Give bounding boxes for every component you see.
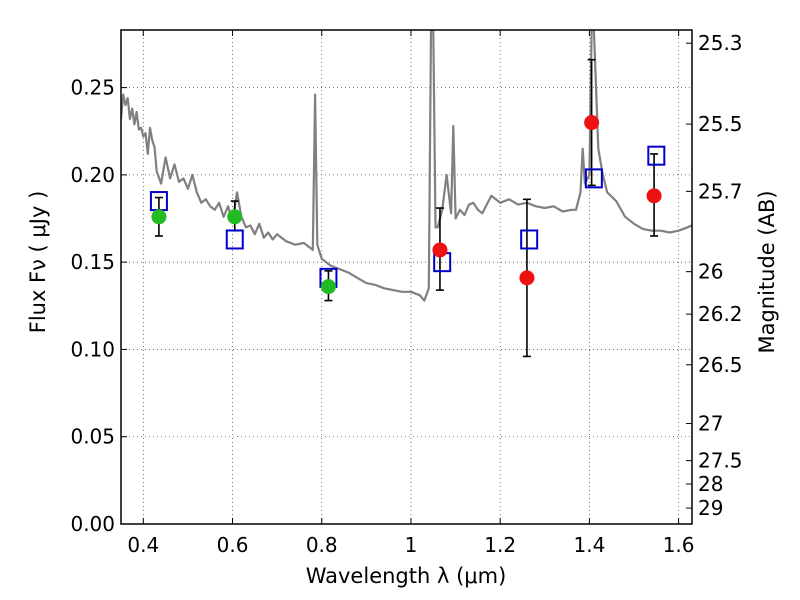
- x-tick-label: 0.8: [306, 533, 338, 557]
- y-tick-label: 0.10: [70, 337, 115, 361]
- y2-tick-label: 27: [698, 412, 723, 436]
- y2-tick-label: 25.3: [698, 31, 743, 55]
- x-tick-label: 0.4: [127, 533, 159, 557]
- x-tick-label: 1.6: [663, 533, 695, 557]
- grid-lines: [121, 30, 692, 525]
- y2-tick-label: 26.5: [698, 353, 743, 377]
- y2-tick-label: 26: [698, 260, 723, 284]
- x-tick-label: 0.6: [217, 533, 249, 557]
- axis-ticks: 0.4 0.6 0.8 1 1.2 1.4 1.6 0.00 0.05 0.10 0.15 0.20 0…: [70, 30, 743, 557]
- y2-tick-label: 26.2: [698, 302, 743, 326]
- red-data-point: [432, 242, 448, 258]
- green-data-point: [320, 279, 336, 295]
- y-tick-label: 0.20: [70, 163, 115, 187]
- y2-axis-label: Magnitude (AB): [755, 190, 779, 353]
- y2-tick-label: 29: [698, 496, 723, 520]
- y-tick-label: 0.00: [70, 512, 115, 536]
- y2-tick-label: 28: [698, 472, 723, 496]
- model-photometry-square: [647, 145, 666, 166]
- spectrum-line: [121, 30, 692, 302]
- y2-tick-label: 27.5: [698, 449, 743, 473]
- model-photometry-square: [584, 168, 603, 189]
- y-tick-label: 0.05: [70, 425, 115, 449]
- plot-area: [121, 30, 692, 358]
- y2-tick-label: 25.7: [698, 179, 743, 203]
- x-tick-label: 1: [405, 533, 418, 557]
- model-photometry-square: [520, 229, 539, 250]
- green-data-point: [227, 209, 243, 225]
- x-tick-label: 1.4: [573, 533, 605, 557]
- red-data-point: [519, 270, 535, 286]
- y2-tick-label: 25.5: [698, 112, 743, 136]
- y-axis-label: Flux Fν ( μJy ): [26, 191, 50, 334]
- model-photometry-square: [225, 229, 244, 250]
- plot-frame: [120, 29, 693, 525]
- x-axis-label: Wavelength λ (μm): [306, 564, 507, 588]
- x-tick-label: 1.2: [484, 533, 516, 557]
- red-data-point: [584, 115, 600, 131]
- y-tick-label: 0.15: [70, 250, 115, 274]
- red-data-point: [646, 188, 662, 204]
- y-tick-label: 0.25: [70, 76, 115, 100]
- green-data-point: [151, 209, 167, 225]
